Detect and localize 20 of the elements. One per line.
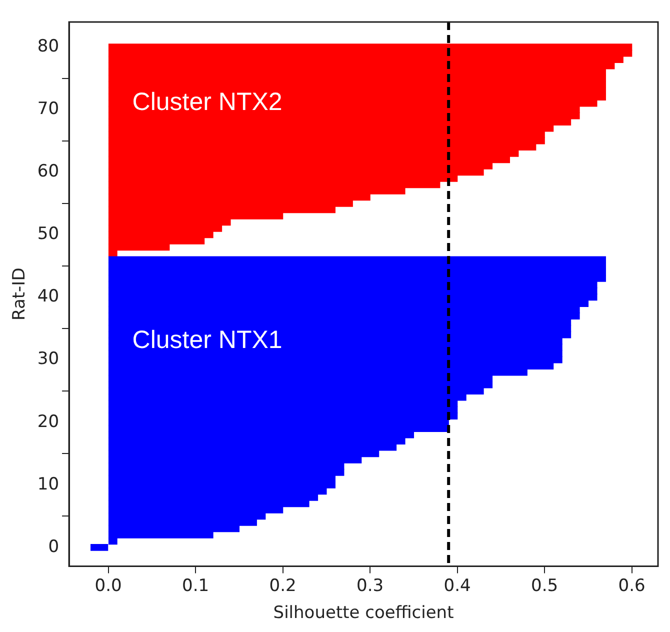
x-tick-label: 0.1 (182, 576, 210, 596)
y-tick-label: 70 (37, 98, 60, 119)
y-axis-title: Rat-ID (10, 268, 30, 320)
x-axis-title: Silhouette coefficient (273, 603, 454, 624)
x-tick-label: 0.5 (531, 576, 558, 596)
x-tick-label: 0.0 (94, 576, 122, 596)
y-tick-label: 10 (37, 474, 60, 494)
x-tick-label: 0.6 (618, 576, 646, 596)
y-tick-label: 0 (48, 536, 60, 557)
y-tick-label: 30 (37, 349, 60, 370)
y-tick-label: 80 (37, 36, 60, 56)
series-label: Cluster NTX2 (132, 88, 282, 116)
y-tick-label: 50 (37, 224, 60, 244)
y-tick-label: 40 (37, 286, 60, 307)
x-tick-label: 0.3 (356, 576, 384, 596)
x-tick-label: 0.4 (444, 576, 471, 596)
series-label: Cluster NTX1 (132, 326, 282, 354)
x-tick-label: 0.2 (269, 576, 296, 596)
y-tick-label: 60 (37, 162, 60, 182)
y-tick-label: 20 (37, 412, 60, 432)
